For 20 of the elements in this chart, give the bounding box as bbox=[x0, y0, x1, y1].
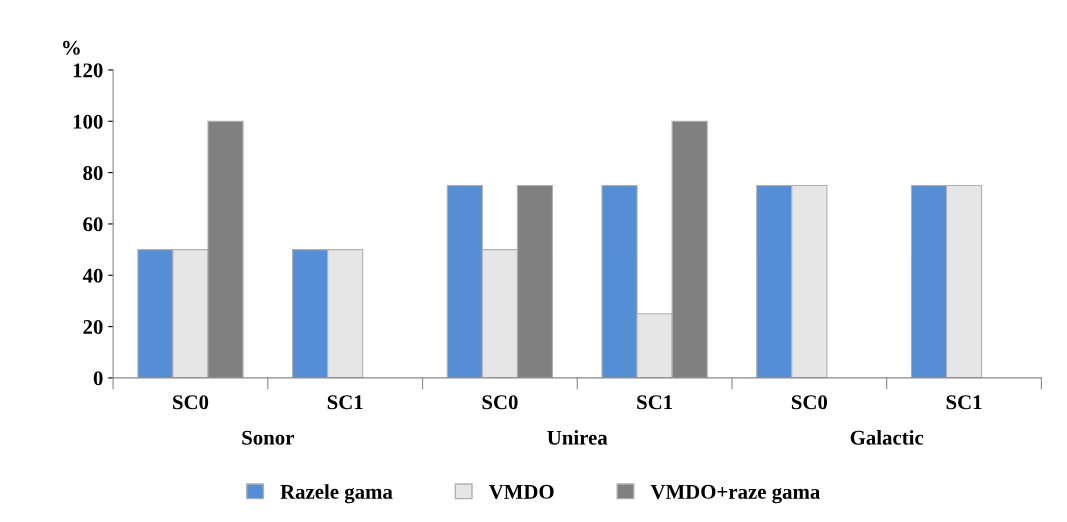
y-tick-label: 60 bbox=[83, 217, 103, 232]
x-tick-label: SC0 bbox=[173, 395, 209, 410]
legend-label: Razele gama bbox=[280, 484, 393, 504]
y-tick-label: 0 bbox=[93, 371, 103, 386]
y-tick-label: 80 bbox=[83, 165, 103, 181]
x-tick-label: SC0 bbox=[791, 395, 828, 410]
y-tick-label: 20 bbox=[83, 319, 103, 335]
text: Sonor bbox=[242, 430, 294, 445]
text: Galactic bbox=[850, 430, 924, 445]
y-tick-label: 40 bbox=[82, 268, 103, 283]
y-axis-title: % bbox=[63, 40, 80, 55]
x-tick-label: SC1 bbox=[946, 395, 982, 410]
y-tick-label: 120 bbox=[73, 63, 103, 78]
y-tick-label: 100 bbox=[73, 114, 103, 129]
legend-label: VMDO bbox=[488, 484, 554, 499]
text: Unirea bbox=[547, 430, 608, 445]
x-tick-label: SC1 bbox=[637, 395, 673, 410]
x-tick-label: SC1 bbox=[327, 395, 363, 410]
x-tick-label: SC0 bbox=[482, 395, 518, 410]
legend-label: VMDO+raze gama bbox=[650, 484, 820, 504]
